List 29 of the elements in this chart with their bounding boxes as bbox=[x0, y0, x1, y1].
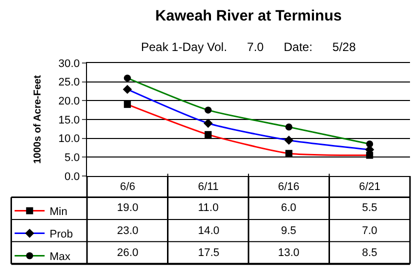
legend-label: Min bbox=[50, 206, 68, 218]
y-tick-label: 20.0 bbox=[58, 96, 80, 108]
data-label: 13.0 bbox=[278, 247, 300, 259]
data-label: 23.0 bbox=[117, 225, 138, 237]
chart-title: Kaweah River at Terminus bbox=[155, 7, 342, 24]
data-label: 9.5 bbox=[281, 225, 296, 237]
chart-subtitle: Peak 1-Day Vol. 7.0 Date: 5/28 bbox=[141, 40, 356, 54]
data-label: 26.0 bbox=[117, 247, 138, 259]
y-tick-label: 0.0 bbox=[64, 170, 80, 183]
y-tick-label: 10.0 bbox=[58, 133, 80, 146]
data-label: 19.0 bbox=[117, 202, 138, 214]
x-tick-label: 6/16 bbox=[278, 181, 300, 193]
x-tick-label: 6/6 bbox=[120, 181, 136, 193]
data-label: 8.5 bbox=[362, 247, 378, 259]
y-tick-label: 25.0 bbox=[58, 76, 80, 89]
legend-label: Max bbox=[50, 251, 71, 264]
data-label: 5.5 bbox=[362, 202, 378, 214]
data-label: 17.5 bbox=[198, 247, 220, 259]
x-tick-label: 6/11 bbox=[198, 181, 219, 193]
data-label: 11.0 bbox=[198, 202, 219, 214]
y-tick-label: 15.0 bbox=[58, 114, 80, 126]
y-axis-title: 1000s of Acre-Feet bbox=[32, 74, 44, 164]
y-tick-label: 30.0 bbox=[58, 58, 80, 70]
data-label: 6.0 bbox=[281, 202, 296, 214]
data-label: 14.0 bbox=[198, 225, 220, 237]
data-label: 7.0 bbox=[362, 225, 378, 237]
legend-label: Prob bbox=[50, 228, 73, 241]
y-tick-label: 5.0 bbox=[64, 152, 80, 164]
x-tick-label: 6/21 bbox=[359, 181, 380, 193]
